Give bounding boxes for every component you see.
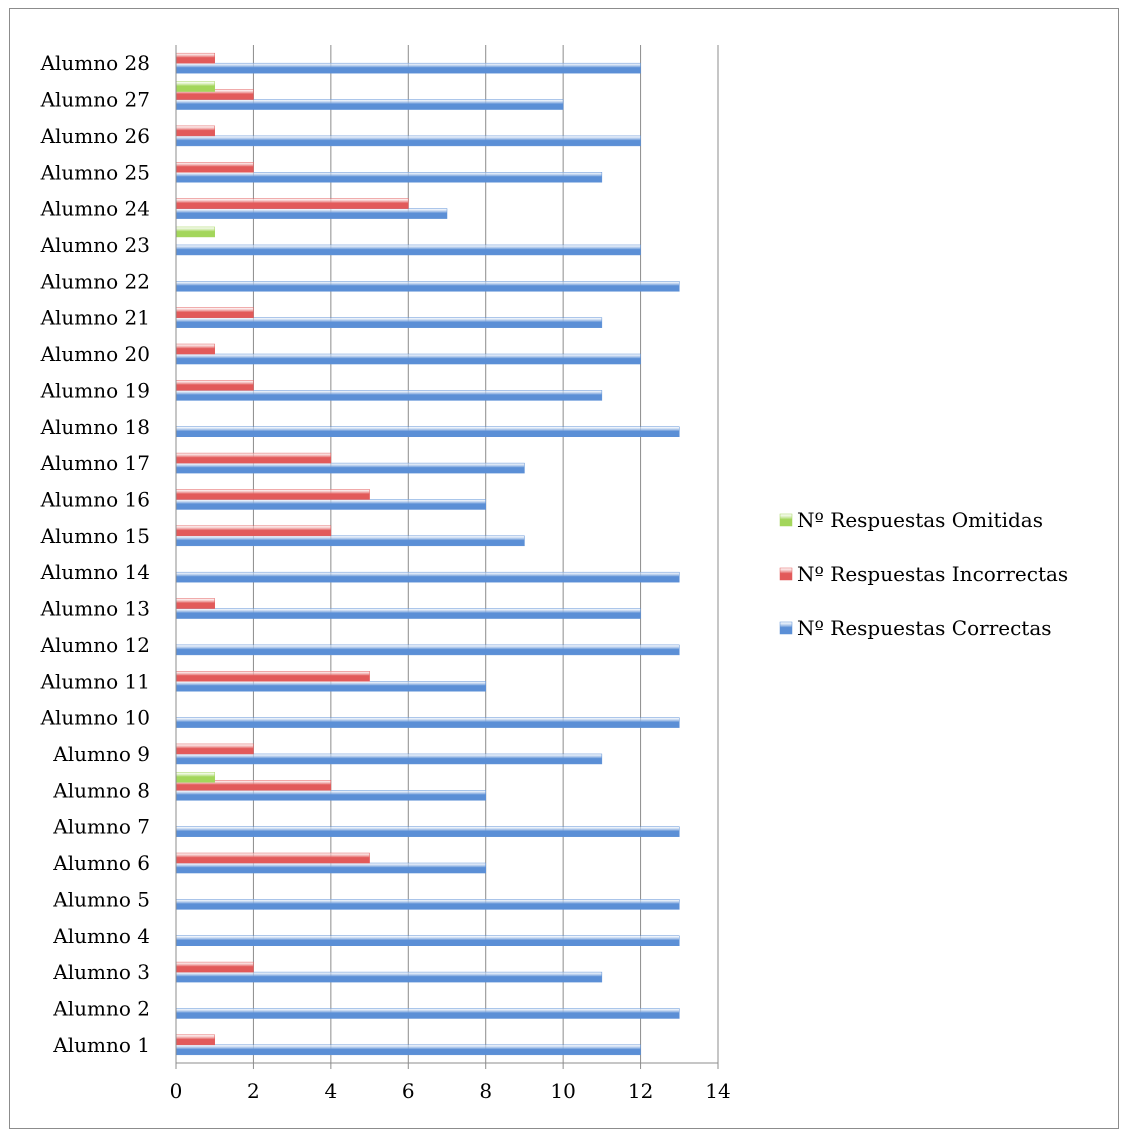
bar-incorrectas [175,125,215,137]
category-label: Alumno 9 [52,742,150,766]
bar-correctas [175,862,486,874]
bar-correctas [175,1044,641,1056]
category-label: Alumno 16 [40,487,150,511]
category-label: Alumno 22 [40,269,150,293]
bar-correctas [175,826,680,837]
x-tick-label: 2 [247,1079,260,1103]
category-label: Alumno 12 [40,633,150,657]
bar-incorrectas [175,162,254,173]
bar-correctas [175,571,680,583]
category-labels: Alumno 1 Alumno 2 Alumno 3 Alumno 4 Alumno 5… [40,51,150,1057]
bar-incorrectas [175,489,370,500]
category-label: Alumno 20 [40,342,150,366]
category-label: Alumno 19 [40,378,150,402]
legend: Nº Respuestas Omitidas Nº Respuestas Inco… [779,508,1068,640]
chart-frame: 0 2 4 6 8 10 12 14 Alumno 1 Alumno 2 Alumno 3 Alum… [9,8,1119,1129]
category-label: Alumno 1 [52,1033,150,1057]
bar-correctas [175,317,603,328]
bar-incorrectas [175,743,254,755]
legend-swatch [779,513,793,527]
bar-omitidas [175,772,215,783]
category-label: Alumno 13 [40,597,150,621]
bar-correctas [175,426,680,437]
legend-label: Nº Respuestas Omitidas [797,508,1043,532]
bar-incorrectas [175,525,332,537]
category-label: Alumno 3 [52,960,150,984]
category-label: Alumno 21 [40,306,150,330]
bar-correctas [175,753,603,765]
category-label: Alumno 5 [52,887,150,911]
category-label: Alumno 24 [40,197,150,221]
bar-incorrectas [175,307,254,318]
bar-correctas [175,717,680,728]
bar-incorrectas [175,852,370,864]
category-label: Alumno 27 [40,88,150,112]
category-label: Alumno 15 [40,524,150,548]
bar-correctas [175,608,641,619]
category-label: Alumno 26 [40,124,150,148]
legend-swatch [779,621,793,635]
bar-incorrectas [175,343,215,355]
bar-incorrectas [175,1034,215,1046]
category-label: Alumno 2 [52,996,150,1020]
bar-correctas [175,62,641,74]
bar-correctas [175,135,641,147]
bar-correctas [175,353,641,365]
bar-incorrectas [175,598,215,609]
legend-label: Nº Respuestas Correctas [797,616,1052,640]
bar-correctas [175,790,486,801]
bar-correctas [175,208,448,219]
x-tick-label: 10 [550,1079,575,1103]
category-label: Alumno 23 [40,233,150,257]
category-label: Alumno 17 [40,451,150,475]
bar-correctas [175,899,680,910]
bars [175,52,680,1056]
bar-correctas [175,99,564,110]
bar-correctas [175,1008,680,1019]
bar-correctas [175,644,680,656]
bar-omitidas [175,81,215,92]
category-label: Alumno 8 [52,778,150,802]
category-label: Alumno 6 [52,851,150,875]
bar-correctas [175,281,680,292]
category-label: Alumno 7 [52,815,150,839]
bar-incorrectas [175,380,254,391]
x-tick-label: 14 [705,1079,730,1103]
x-tick-label: 8 [479,1079,492,1103]
axes [175,45,719,1069]
x-tick-labels: 0 2 4 6 8 10 12 14 [170,1079,731,1103]
category-label: Alumno 14 [40,560,150,584]
legend-swatch [779,567,793,581]
x-tick-label: 4 [324,1079,337,1103]
bar-correctas [175,172,603,183]
bar-correctas [175,935,680,946]
bar-correctas [175,244,641,256]
bar-incorrectas [175,198,409,209]
x-tick-label: 12 [628,1079,653,1103]
x-tick-label: 0 [170,1079,183,1103]
category-label: Alumno 11 [40,669,150,693]
grid-lines [175,45,719,1063]
category-label: Alumno 4 [52,924,150,948]
x-tick-label: 6 [402,1079,415,1103]
category-label: Alumno 28 [40,51,150,75]
bar-incorrectas [175,452,332,464]
bar-incorrectas [175,52,215,64]
bar-correctas [175,681,486,692]
bar-correctas [175,499,486,510]
bar-incorrectas [175,961,254,973]
bar-correctas [175,462,525,474]
legend-label: Nº Respuestas Incorrectas [797,562,1068,586]
category-label: Alumno 10 [40,706,150,730]
bar-correctas [175,971,603,983]
bar-incorrectas [175,671,370,682]
bar-omitidas [175,226,215,238]
bar-correctas [175,535,525,547]
category-label: Alumno 18 [40,415,150,439]
category-label: Alumno 25 [40,160,150,184]
bar-correctas [175,390,603,401]
